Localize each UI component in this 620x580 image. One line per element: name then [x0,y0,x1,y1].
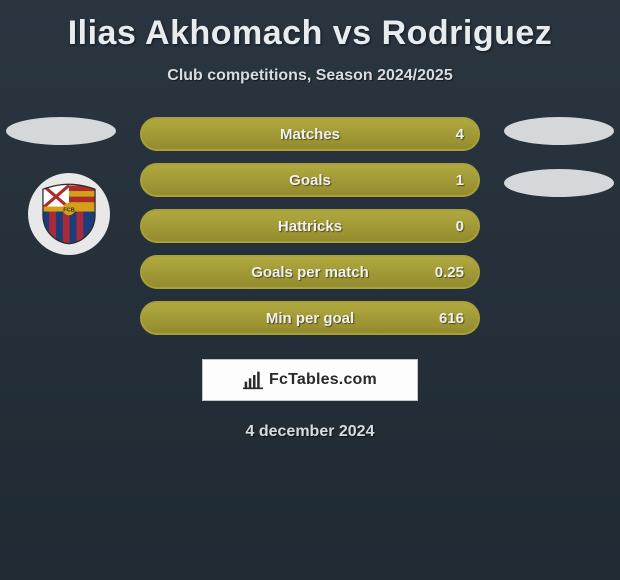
branding-box[interactable]: FcTables.com [202,359,418,401]
stat-label: Hattricks [278,218,342,235]
stat-row-min-per-goal: Min per goal 616 [140,301,480,335]
stat-row-matches: Matches 4 [140,117,480,151]
barcelona-crest-icon: FCB [38,183,100,245]
stat-value: 4 [456,126,464,143]
svg-text:FCB: FCB [63,208,74,214]
stat-value: 0 [456,218,464,235]
stat-value: 616 [439,310,464,327]
stat-rows: Matches 4 Goals 1 Hattricks 0 Goals per … [140,117,480,335]
subtitle: Club competitions, Season 2024/2025 [0,67,620,85]
stat-label: Min per goal [266,310,354,327]
date-text: 4 december 2024 [0,423,620,441]
stat-value: 1 [456,172,464,189]
comparison-panel: FCB Matches 4 Goals 1 Hattricks 0 Goals … [0,117,620,441]
player-photo-placeholder-right-2 [504,169,614,197]
stat-label: Goals [289,172,331,189]
stat-label: Goals per match [251,264,369,281]
club-badge-left: FCB [28,173,110,255]
bar-chart-icon [243,370,263,390]
stat-row-hattricks: Hattricks 0 [140,209,480,243]
stat-value: 0.25 [435,264,464,281]
stat-row-goals: Goals 1 [140,163,480,197]
player-photo-placeholder-left [6,117,116,145]
stat-label: Matches [280,126,340,143]
stat-row-goals-per-match: Goals per match 0.25 [140,255,480,289]
branding-text: FcTables.com [269,371,377,389]
page-title: Ilias Akhomach vs Rodriguez [0,0,620,53]
player-photo-placeholder-right-1 [504,117,614,145]
